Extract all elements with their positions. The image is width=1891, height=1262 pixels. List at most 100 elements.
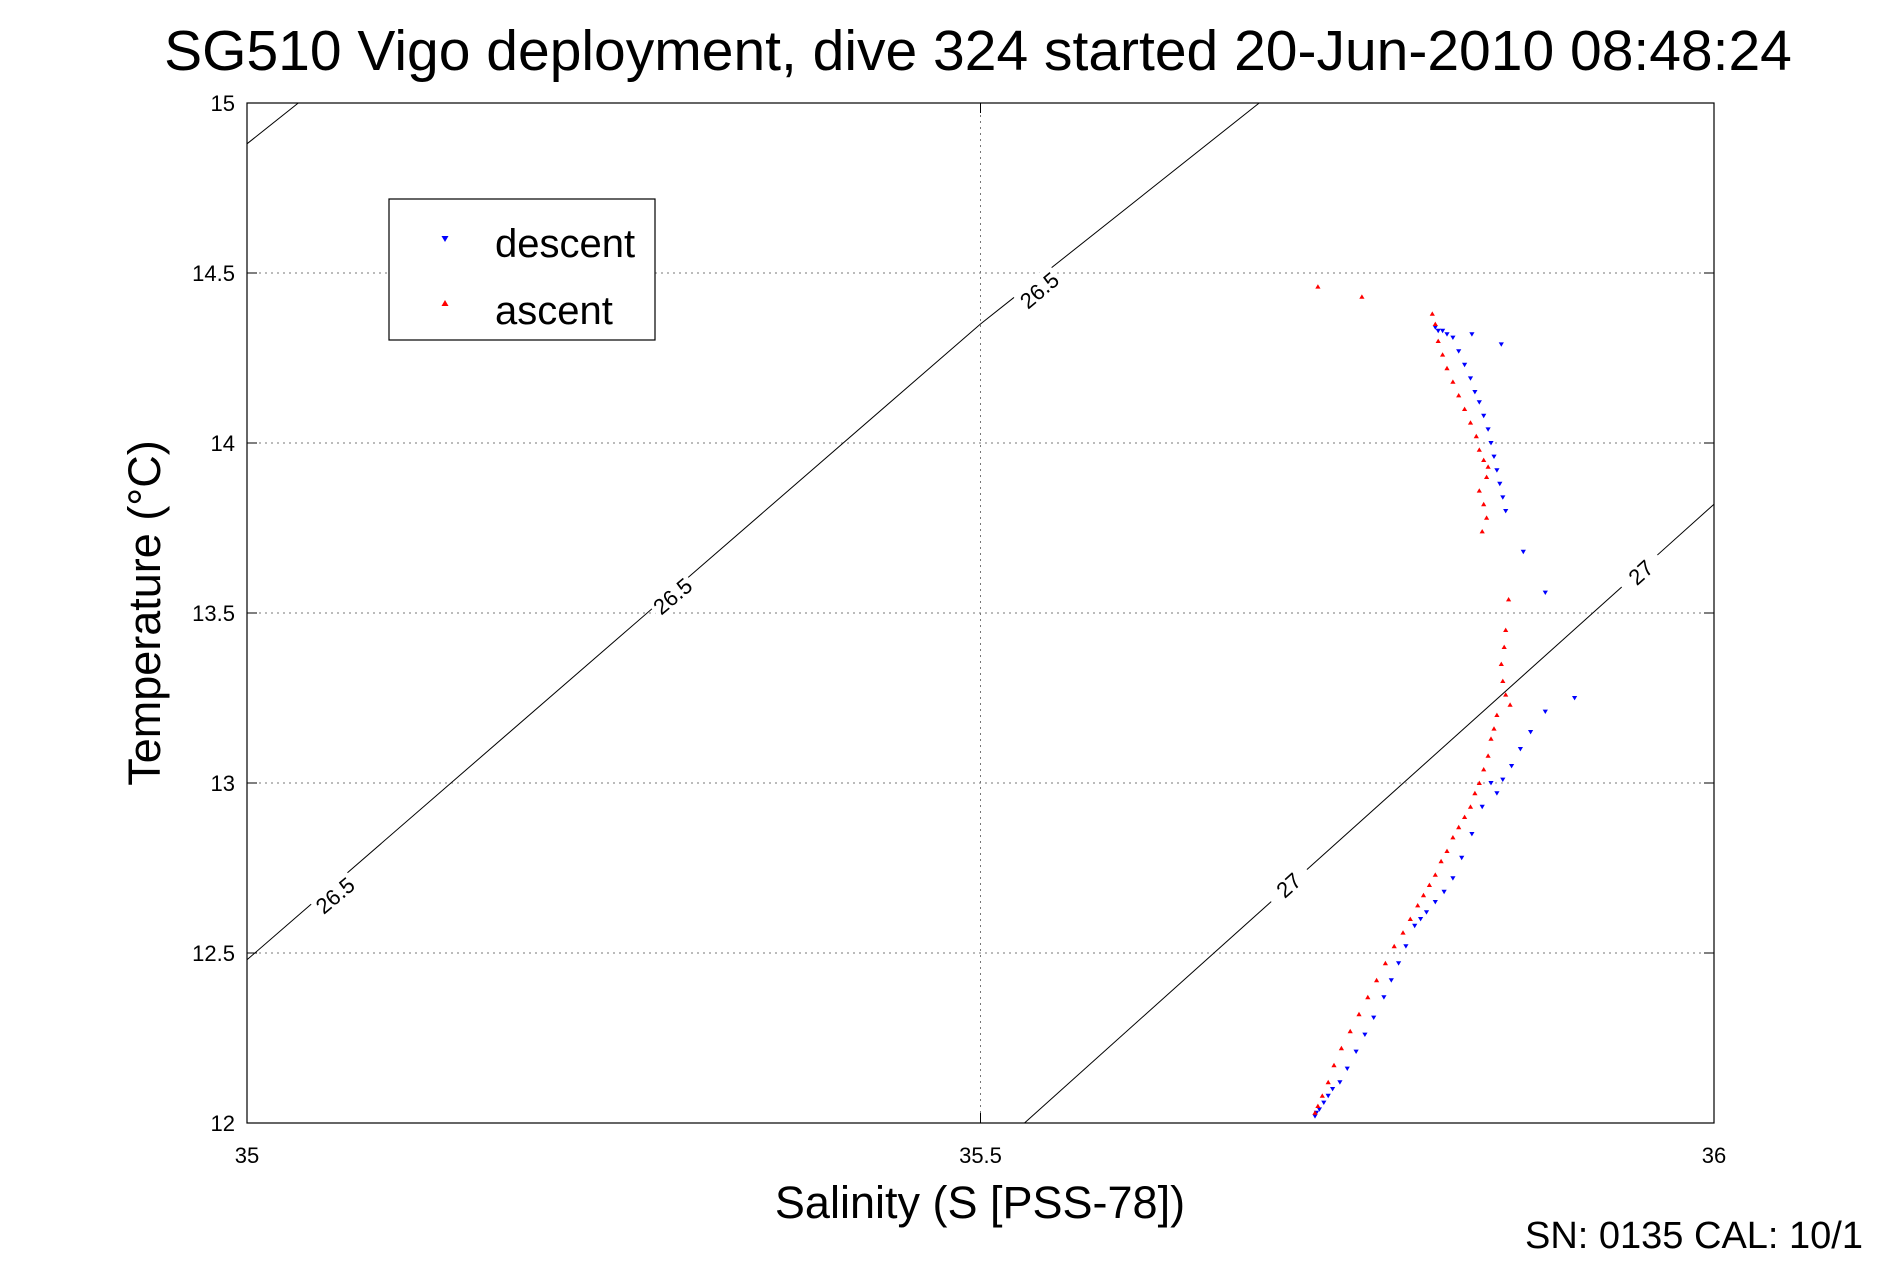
descent-point xyxy=(1325,1093,1331,1099)
ascent-point xyxy=(1359,294,1365,299)
ascent-point xyxy=(1432,321,1438,326)
descent-point xyxy=(1503,509,1509,514)
y-tick-label: 14 xyxy=(211,431,235,456)
isopycnal-label-gap xyxy=(1614,546,1668,598)
ascent-point xyxy=(1432,872,1438,877)
y-axis-label: Temperature (°C) xyxy=(119,440,170,786)
legend-ascent-marker xyxy=(441,300,449,306)
ascent-point xyxy=(1356,1011,1362,1017)
isopycnal-label-gap xyxy=(1262,859,1316,911)
descent-point xyxy=(1520,549,1526,555)
legend: descent ascent xyxy=(388,198,656,341)
ascent-point xyxy=(1484,474,1490,479)
descent-point xyxy=(1371,1015,1377,1020)
ascent-point xyxy=(1429,311,1435,316)
descent-point xyxy=(1472,390,1478,395)
descent-point xyxy=(1494,791,1500,796)
ascent-point xyxy=(1407,916,1413,921)
descent-point xyxy=(1312,1114,1318,1119)
descent-point xyxy=(1344,1066,1350,1071)
ascent-point xyxy=(1503,627,1509,632)
ascent-point xyxy=(1494,712,1500,717)
descent-point xyxy=(1362,1032,1368,1037)
x-tick-label: 35 xyxy=(235,1143,259,1168)
ascent-point xyxy=(1312,1110,1318,1115)
ascent-point xyxy=(1374,977,1380,983)
descent-point xyxy=(1462,362,1468,368)
isopycnal-label-gap xyxy=(1012,264,1066,316)
descent-point xyxy=(1542,709,1548,714)
ascent-point xyxy=(1481,457,1487,462)
ascent-point xyxy=(1467,420,1474,425)
ascent-point xyxy=(1506,597,1512,602)
ascent-point xyxy=(1319,1093,1325,1098)
descent-point xyxy=(1423,910,1430,915)
ascent-point xyxy=(1488,736,1494,741)
ascent-point xyxy=(1500,678,1506,683)
descent-point xyxy=(1441,889,1447,895)
ascent-point xyxy=(1365,994,1371,1000)
ascent-point xyxy=(1485,464,1491,469)
isopycnal-label-gap xyxy=(645,570,700,622)
descent-point xyxy=(1481,413,1487,419)
ascent-point xyxy=(1472,790,1478,796)
ascent-point xyxy=(1347,1028,1353,1034)
ascent-point xyxy=(1450,379,1456,384)
descent-point xyxy=(1491,454,1497,459)
y-tick-label: 14.5 xyxy=(192,261,235,286)
ascent-point xyxy=(1462,406,1468,411)
descent-point xyxy=(1444,332,1450,337)
descent-point xyxy=(1497,481,1503,487)
ascent-point xyxy=(1325,1079,1331,1085)
ascent-point xyxy=(1467,804,1474,809)
serial-calibration-note: SN: 0135 CAL: 10/1 xyxy=(1525,1215,1863,1257)
legend-descent-label: descent xyxy=(495,222,635,266)
descent-point xyxy=(1432,900,1438,905)
grid xyxy=(247,103,1714,1123)
descent-point xyxy=(1485,427,1491,432)
axis-ticks: 35 35.5 36 12 12.5 13 13.5 14 14.5 15 xyxy=(192,91,1726,1168)
ascent-point xyxy=(1462,814,1468,819)
descent-point xyxy=(1509,764,1515,769)
ascent-point xyxy=(1484,515,1490,520)
descent-point xyxy=(1388,978,1394,983)
legend-descent-marker xyxy=(441,236,449,242)
descent-point xyxy=(1321,1100,1327,1105)
ascent-point xyxy=(1491,726,1497,731)
descent-point xyxy=(1418,917,1424,922)
chart-title: SG510 Vigo deployment, dive 324 started … xyxy=(164,19,1792,83)
ascent-point xyxy=(1507,702,1513,707)
y-tick-label: 12.5 xyxy=(192,941,235,966)
descent-point xyxy=(1353,1049,1359,1054)
descent-point xyxy=(1316,1107,1322,1112)
ascent-point xyxy=(1400,930,1406,935)
y-tick-label: 13.5 xyxy=(192,601,235,626)
descent-point xyxy=(1500,777,1506,782)
descent-point xyxy=(1498,342,1504,347)
descent-point xyxy=(1435,328,1441,334)
descent-point xyxy=(1459,855,1465,861)
descent-point xyxy=(1494,468,1500,473)
isopycnal-line xyxy=(1024,503,1715,1124)
descent-point xyxy=(1450,335,1456,340)
descent-point xyxy=(1330,1087,1336,1092)
isopycnal-line xyxy=(246,102,1260,961)
y-tick-label: 15 xyxy=(211,91,235,116)
ascent-point xyxy=(1420,892,1427,898)
legend-box xyxy=(388,198,656,341)
data-points xyxy=(1312,284,1578,1119)
ascent-point xyxy=(1498,661,1504,666)
descent-point xyxy=(1396,961,1402,966)
descent-point xyxy=(1440,328,1446,334)
isopycnal-line xyxy=(246,102,299,145)
x-axis-label: Salinity (S [PSS-78]) xyxy=(775,1177,1185,1228)
descent-point xyxy=(1467,376,1474,381)
ascent-point xyxy=(1438,858,1444,864)
descent-point xyxy=(1381,995,1387,1000)
x-tick-label: 36 xyxy=(1702,1143,1726,1168)
descent-point xyxy=(1488,441,1494,446)
descent-point xyxy=(1456,349,1462,354)
ascent-point xyxy=(1481,501,1487,507)
ascent-point xyxy=(1456,393,1462,398)
ascent-point xyxy=(1481,767,1487,772)
